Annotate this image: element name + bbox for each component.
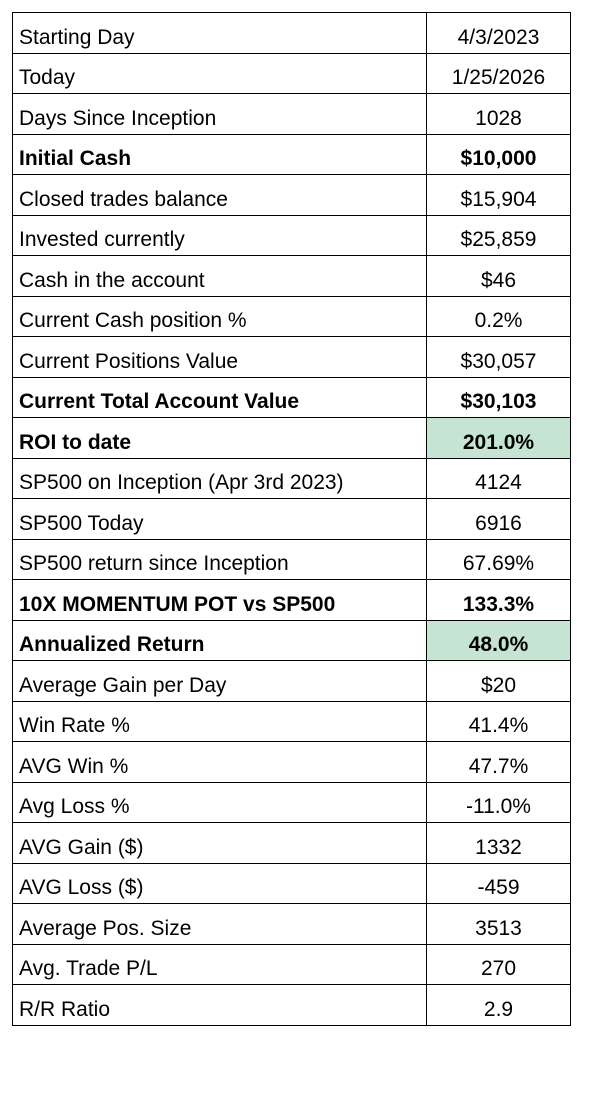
- row-label-cell: AVG Win %: [12, 741, 427, 783]
- row-label-cell: SP500 on Inception (Apr 3rd 2023): [12, 457, 427, 499]
- table-row: Invested currently $25,859: [12, 214, 571, 256]
- table-row: Current Cash position % 0.2%: [12, 295, 571, 337]
- table-row: Current Total Account Value $30,103: [12, 376, 571, 418]
- row-label-cell: AVG Loss ($): [12, 862, 427, 904]
- table-row: AVG Gain ($) 1332: [12, 822, 571, 864]
- table-row: Initial Cash $10,000: [12, 133, 571, 175]
- row-value-cell: 1332: [426, 822, 571, 864]
- row-value-cell: $30,057: [426, 336, 571, 378]
- stats-table-body: Starting Day 4/3/2023 Today 1/25/2026 Da…: [12, 12, 571, 1026]
- table-row: 10X MOMENTUM POT vs SP500 133.3%: [12, 579, 571, 621]
- table-row: Closed trades balance $15,904: [12, 174, 571, 216]
- row-label-cell: AVG Gain ($): [12, 822, 427, 864]
- table-row: Days Since Inception 1028: [12, 93, 571, 135]
- row-value-cell: 4124: [426, 457, 571, 499]
- row-label-cell: ROI to date: [12, 417, 427, 459]
- row-value-cell: 6916: [426, 498, 571, 540]
- table-row: Avg Loss % -11.0%: [12, 781, 571, 823]
- row-value-cell: 47.7%: [426, 741, 571, 783]
- table-row: AVG Loss ($) -459: [12, 862, 571, 904]
- row-label-cell: Starting Day: [12, 12, 427, 54]
- table-row: Average Pos. Size 3513: [12, 903, 571, 945]
- row-value-cell: 41.4%: [426, 700, 571, 742]
- table-row: Win Rate % 41.4%: [12, 700, 571, 742]
- table-row: SP500 Today 6916: [12, 498, 571, 540]
- table-row: Annualized Return 48.0%: [12, 619, 571, 661]
- table-row: ROI to date 201.0%: [12, 417, 571, 459]
- row-value-cell: $30,103: [426, 376, 571, 418]
- table-row: Current Positions Value $30,057: [12, 336, 571, 378]
- row-label-cell: Annualized Return: [12, 619, 427, 661]
- row-value-cell: 4/3/2023: [426, 12, 571, 54]
- row-value-cell: 1/25/2026: [426, 52, 571, 94]
- row-value-cell: -11.0%: [426, 781, 571, 823]
- row-value-cell: 0.2%: [426, 295, 571, 337]
- stats-sheet: Starting Day 4/3/2023 Today 1/25/2026 Da…: [12, 12, 571, 1026]
- row-value-cell: 270: [426, 943, 571, 985]
- row-label-cell: Cash in the account: [12, 255, 427, 297]
- row-value-cell: 1028: [426, 93, 571, 135]
- row-label-cell: Current Positions Value: [12, 336, 427, 378]
- row-label-cell: Average Pos. Size: [12, 903, 427, 945]
- row-label-cell: SP500 return since Inception: [12, 538, 427, 580]
- row-value-cell: 3513: [426, 903, 571, 945]
- row-label-cell: Avg. Trade P/L: [12, 943, 427, 985]
- row-value-cell: 2.9: [426, 984, 571, 1026]
- row-label-cell: Win Rate %: [12, 700, 427, 742]
- row-label-cell: Initial Cash: [12, 133, 427, 175]
- stats-table: Starting Day 4/3/2023 Today 1/25/2026 Da…: [12, 12, 571, 1026]
- row-label-cell: Closed trades balance: [12, 174, 427, 216]
- row-label-cell: Average Gain per Day: [12, 660, 427, 702]
- table-row: SP500 return since Inception 67.69%: [12, 538, 571, 580]
- row-label-cell: Invested currently: [12, 214, 427, 256]
- row-value-cell: -459: [426, 862, 571, 904]
- row-label-cell: Today: [12, 52, 427, 94]
- row-label-cell: Avg Loss %: [12, 781, 427, 823]
- row-value-cell: $25,859: [426, 214, 571, 256]
- row-value-cell: $20: [426, 660, 571, 702]
- row-label-cell: Current Cash position %: [12, 295, 427, 337]
- row-label-cell: Current Total Account Value: [12, 376, 427, 418]
- row-label-cell: 10X MOMENTUM POT vs SP500: [12, 579, 427, 621]
- table-row: Avg. Trade P/L 270: [12, 943, 571, 985]
- row-value-cell: $10,000: [426, 133, 571, 175]
- row-label-cell: SP500 Today: [12, 498, 427, 540]
- table-row: AVG Win % 47.7%: [12, 741, 571, 783]
- row-value-cell: $15,904: [426, 174, 571, 216]
- table-row: SP500 on Inception (Apr 3rd 2023) 4124: [12, 457, 571, 499]
- row-value-cell: 133.3%: [426, 579, 571, 621]
- table-row: Cash in the account $46: [12, 255, 571, 297]
- table-row: Starting Day 4/3/2023: [12, 12, 571, 54]
- row-label-cell: Days Since Inception: [12, 93, 427, 135]
- table-row: Today 1/25/2026: [12, 52, 571, 94]
- row-value-cell: 67.69%: [426, 538, 571, 580]
- table-row: Average Gain per Day $20: [12, 660, 571, 702]
- table-row: R/R Ratio 2.9: [12, 984, 571, 1026]
- row-label-cell: R/R Ratio: [12, 984, 427, 1026]
- row-value-cell: $46: [426, 255, 571, 297]
- row-value-cell: 48.0%: [426, 619, 571, 661]
- row-value-cell: 201.0%: [426, 417, 571, 459]
